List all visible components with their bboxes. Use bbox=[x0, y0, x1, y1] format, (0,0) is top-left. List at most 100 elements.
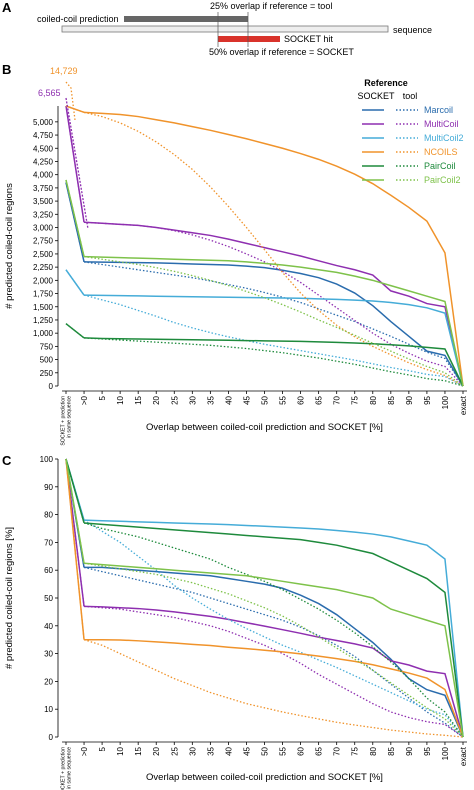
chart1-y-tick-label: 30 bbox=[44, 650, 53, 659]
chart1-x-tick-label: 50 bbox=[261, 746, 270, 755]
chart0-y-tick-label: 3,250 bbox=[33, 210, 54, 219]
chart0-y-tick-label: 2,000 bbox=[33, 276, 54, 285]
chart1-y-tick-label: 40 bbox=[44, 622, 53, 631]
chart1-x-tick-label: 40 bbox=[224, 746, 233, 755]
chart1-series-ncoils-tool bbox=[83, 639, 464, 738]
chart0-y-tick-label: 250 bbox=[40, 369, 54, 378]
chart0-y-tick-label: 1,750 bbox=[33, 290, 54, 299]
chart0-y-tick-label: 3,750 bbox=[33, 184, 54, 193]
chart0-x-tick-label: 30 bbox=[188, 395, 197, 404]
chart0-series-ncoils-tool bbox=[83, 111, 464, 387]
chart1-x-tick-label: 55 bbox=[279, 746, 288, 755]
chart1-series-marcoil-socket bbox=[84, 566, 464, 738]
chart1-series-paircoil-tool bbox=[83, 522, 464, 738]
chart0-x-tick-label: 90 bbox=[405, 395, 414, 404]
peak-label-ncoils: 14,729 bbox=[50, 66, 78, 76]
chart0-x-tick-label: exact bbox=[459, 395, 468, 415]
chart0-x-tick-label: 20 bbox=[152, 395, 161, 404]
chart0-y-tick-label: 4,000 bbox=[33, 171, 54, 180]
chart1-series-multicoil2-socket bbox=[84, 519, 464, 738]
chart1-y-tick-label: 80 bbox=[44, 511, 53, 520]
chart0-y-tick-label: 2,250 bbox=[33, 263, 54, 272]
legend-col-socket: SOCKET bbox=[357, 91, 395, 101]
chart1-series-paircoil-socket bbox=[83, 522, 464, 738]
chart0-y-tick-label: 2,750 bbox=[33, 237, 54, 246]
legend-item-paircoil2: PairCoil2 bbox=[424, 175, 461, 185]
chart1-x-tick-label: 90 bbox=[405, 746, 414, 755]
chart1-x-tick-label: 100 bbox=[441, 746, 450, 760]
socket-hit-bar bbox=[218, 36, 280, 42]
chart0-series-multicoil-tool-start bbox=[65, 105, 85, 223]
panel-c-label: C bbox=[2, 453, 12, 468]
chart1-x-tick-label: >0 bbox=[80, 746, 89, 756]
chart1-x-tick-label: 75 bbox=[351, 746, 360, 755]
legend-item-multicoil: MultiCoil bbox=[424, 119, 459, 129]
chart0-x-tick-label: SOCKET + predictionin same sequence bbox=[61, 396, 73, 446]
chart1-y-tick-label: 70 bbox=[44, 538, 53, 547]
chart1-x-tick-label: 30 bbox=[188, 746, 197, 755]
chart1-x-tick-label: 85 bbox=[387, 746, 396, 755]
chart0-y-tick-label: 0 bbox=[49, 382, 54, 391]
chart0-x-tick-label: 80 bbox=[369, 395, 378, 404]
chart1-y-tick-label: 50 bbox=[44, 594, 53, 603]
ncoils-peak-segment bbox=[65, 81, 76, 121]
chart0-series-paircoil-tool-start bbox=[65, 323, 85, 339]
chart0-x-tick-label: 35 bbox=[206, 395, 215, 404]
panel-b-label: B bbox=[2, 62, 11, 77]
chart1-series-multicoil-tool bbox=[83, 605, 464, 738]
chart0-x-tick-label: 50 bbox=[261, 395, 270, 404]
chart1-x-tick-label: 25 bbox=[170, 746, 179, 755]
chart1-y-tick-label: 0 bbox=[49, 733, 54, 742]
chart0-series-marcoil-socket bbox=[84, 261, 464, 387]
panel-a: A 25% overlap if reference = tool coiled… bbox=[2, 0, 432, 57]
chart0-series-ncoils-socket-start bbox=[65, 105, 85, 114]
overlap-socket-label: 50% overlap if reference = SOCKET bbox=[209, 47, 354, 57]
chart1-x-tick-label: 15 bbox=[134, 746, 143, 755]
chart0-x-tick-label: 45 bbox=[242, 395, 251, 404]
chart0-series-paircoil-socket bbox=[84, 337, 464, 387]
chart0-series-paircoil2-socket bbox=[84, 255, 464, 387]
prediction-bar bbox=[124, 16, 248, 22]
chart0-y-tick-label: 750 bbox=[40, 342, 54, 351]
chart0-series-marcoil-tool-start bbox=[65, 182, 85, 262]
legend-item-paircoil: PairCoil bbox=[424, 161, 456, 171]
chart0-series-marcoil-tool bbox=[83, 261, 464, 387]
chart0-x-tick-label: 65 bbox=[315, 395, 324, 404]
panel-c-chart: 0 10 20 30 40 50 60 70 80 90 100 SOCKET + predictio… bbox=[4, 455, 468, 790]
legend-item-multicoil2: MultiCoil2 bbox=[424, 133, 464, 143]
chart1-y-tick-label: 20 bbox=[44, 677, 53, 686]
chart0-y-axis-label: # predicted coiled-coil regions bbox=[4, 183, 15, 309]
chart0-series-multicoil2-tool bbox=[83, 294, 464, 387]
sequence-label: sequence bbox=[393, 25, 432, 35]
chart0-x-tick-label: 5 bbox=[98, 395, 107, 400]
chart1-x-tick-label: exact bbox=[459, 746, 468, 766]
chart0-y-tick-label: 3,000 bbox=[33, 224, 54, 233]
chart0-x-tick-label: 25 bbox=[170, 395, 179, 404]
chart0-y-tick-label: 1,250 bbox=[33, 316, 54, 325]
chart1-y-tick-label: 10 bbox=[44, 705, 53, 714]
prediction-label: coiled-coil prediction bbox=[37, 14, 119, 24]
legend-item-marcoil: Marcoil bbox=[424, 105, 453, 115]
chart1-x-tick-label: 35 bbox=[206, 746, 215, 755]
chart1-x-tick-label: 95 bbox=[423, 746, 432, 755]
chart0-x-tick-label: >0 bbox=[80, 395, 89, 405]
chart0-y-tick-label: 5,000 bbox=[33, 118, 54, 127]
chart1-series-paircoil2-socket bbox=[83, 562, 464, 738]
chart1-series-multicoil-socket bbox=[84, 605, 464, 738]
socket-hit-label: SOCKET hit bbox=[284, 34, 333, 44]
chart1-x-tick-label: 65 bbox=[315, 746, 324, 755]
legend: Reference SOCKET tool Marcoil MultiCoil Multi… bbox=[357, 78, 463, 185]
chart0-x-tick-label: 10 bbox=[116, 395, 125, 404]
chart1-x-tick-label: 5 bbox=[98, 746, 107, 751]
chart1-x-tick-label: 80 bbox=[369, 746, 378, 755]
chart0-y-tick-label: 500 bbox=[40, 356, 54, 365]
chart0-y-tick-label: 2,500 bbox=[33, 250, 54, 259]
chart0-x-tick-label: 70 bbox=[333, 395, 342, 404]
panel-b-chart: 0 250 500 750 1,000 1,250 1,500 1,750 2,000 2,250… bbox=[4, 66, 468, 446]
chart0-y-tick-label: 4,500 bbox=[33, 144, 54, 153]
chart0-series-paircoil-tool bbox=[84, 337, 464, 387]
chart0-y-tick-label: 3,500 bbox=[33, 197, 54, 206]
chart0-series-multicoil2-socket bbox=[84, 294, 464, 387]
chart0-series-multicoil2-tool-start bbox=[65, 269, 85, 296]
